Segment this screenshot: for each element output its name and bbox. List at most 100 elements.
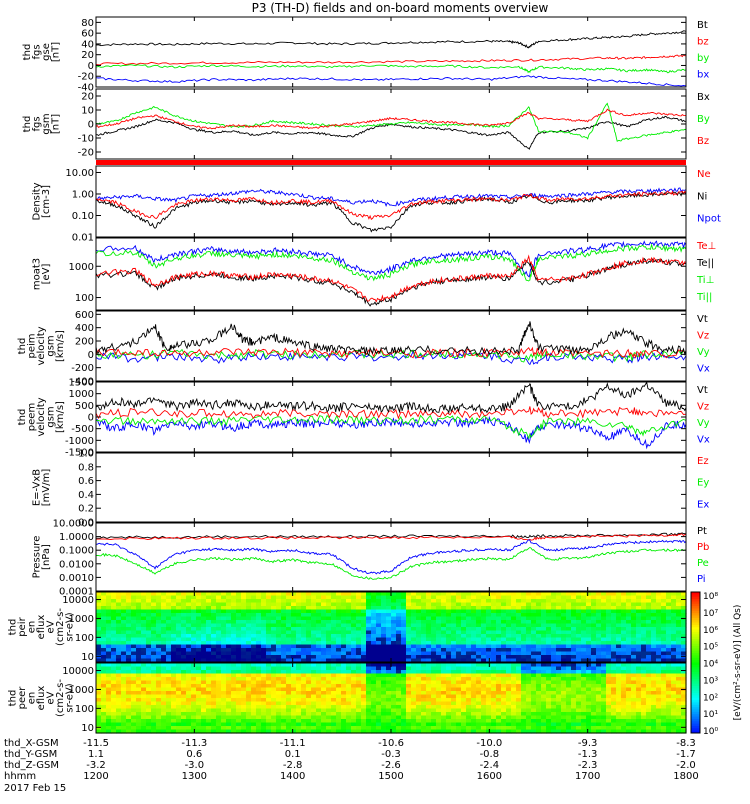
spectrogram-cell [171, 684, 177, 688]
spectrogram-cell [621, 610, 627, 614]
spectrogram-cell [576, 684, 582, 688]
spectrogram-cell [641, 652, 647, 656]
spectrogram-cell [651, 652, 657, 656]
spectrogram-cell [116, 610, 122, 614]
spectrogram-cell [226, 670, 232, 674]
spectrogram-cell [576, 638, 582, 642]
spectrogram-cell [101, 613, 107, 617]
spectrogram-cell [516, 613, 522, 617]
spectrogram-cell [291, 634, 297, 638]
spectrogram-cell [446, 723, 452, 727]
y-tick-label: 0.10 [72, 211, 94, 222]
spectrogram-cell [496, 648, 502, 652]
spectrogram-cell [576, 677, 582, 681]
spectrogram-cell [486, 726, 492, 730]
spectrogram-cell [251, 691, 257, 695]
spectrogram-cell [451, 681, 457, 685]
spectrogram-cell [201, 681, 207, 685]
spectrogram-cell [456, 670, 462, 674]
spectrogram-cell [161, 674, 167, 678]
spectrogram-cell [416, 723, 422, 727]
spectrogram-cell [141, 670, 147, 674]
spectrogram-cell [311, 702, 317, 706]
spectrogram-cell [206, 726, 212, 730]
spectrogram-cell [596, 663, 602, 667]
spectrogram-cell [496, 705, 502, 709]
spectrogram-cell [231, 655, 237, 659]
legend-label: Ni [697, 191, 707, 202]
spectrogram-cell [406, 723, 412, 727]
spectrogram-cell [396, 719, 402, 723]
spectrogram-cell [531, 655, 537, 659]
spectrogram-cell [206, 638, 212, 642]
spectrogram-cell [451, 670, 457, 674]
spectrogram-cell [676, 603, 682, 607]
spectrogram-cell [506, 624, 512, 628]
spectrogram-cell [231, 723, 237, 727]
spectrogram-cell [511, 624, 517, 628]
spectrogram-cell [406, 716, 412, 720]
spectrogram-cell [636, 719, 642, 723]
spectrogram-cell [551, 592, 557, 596]
spectrogram-cell [221, 674, 227, 678]
spectrogram-cell [246, 631, 252, 635]
spectrogram-cell [116, 617, 122, 621]
spectrogram-cell [661, 596, 667, 600]
spectrogram-cell [191, 624, 197, 628]
spectrogram-cell [391, 634, 397, 638]
spectrogram-cell [656, 681, 662, 685]
spectrogram-cell [561, 688, 567, 692]
spectrogram-cell [366, 603, 372, 607]
spectrogram-cell [386, 638, 392, 642]
spectrogram-cell [561, 627, 567, 631]
spectrogram-cell [226, 663, 232, 667]
spectrogram-cell [641, 592, 647, 596]
spectrogram-cell [391, 617, 397, 621]
spectrogram-cell [556, 663, 562, 667]
spectrogram-cell [566, 613, 572, 617]
spectrogram-cell [386, 681, 392, 685]
spectrogram-cell [436, 726, 442, 730]
spectrogram-cell [426, 645, 432, 649]
spectrogram-cell [106, 709, 112, 713]
spectrogram-cell [336, 691, 342, 695]
spectrogram-cell [511, 645, 517, 649]
spectrogram-cell [361, 726, 367, 730]
spectrogram-cell [476, 681, 482, 685]
spectrogram-cell [286, 719, 292, 723]
spectrogram-cell [546, 655, 552, 659]
spectrogram-cell [556, 670, 562, 674]
legend-label: Vy [697, 347, 710, 358]
spectrogram-cell [471, 726, 477, 730]
spectrogram-cell [636, 663, 642, 667]
spectrogram-cell [591, 674, 597, 678]
spectrogram-cell [651, 663, 657, 667]
spectrogram-cell [331, 631, 337, 635]
spectrogram-cell [146, 674, 152, 678]
spectrogram-cell [541, 648, 547, 652]
spectrogram-cell [321, 712, 327, 716]
spectrogram-cell [126, 645, 132, 649]
spectrogram-cell [561, 624, 567, 628]
spectrogram-cell [406, 603, 412, 607]
spectrogram-cell [346, 613, 352, 617]
spectrogram-cell [321, 606, 327, 610]
spectrogram-cell [146, 712, 152, 716]
spectrogram-cell [616, 726, 622, 730]
spectrogram-cell [351, 596, 357, 600]
spectrogram-cell [226, 603, 232, 607]
spectrogram-cell [96, 655, 102, 659]
spectrogram-cell [466, 599, 472, 603]
spectrogram-cell [556, 698, 562, 702]
spectrogram-cell [551, 705, 557, 709]
y-tick-label: -1000 [65, 436, 94, 447]
spectrogram-cell [651, 617, 657, 621]
spectrogram-cell [96, 716, 102, 720]
spectrogram-cell [466, 681, 472, 685]
spectrogram-cell [286, 705, 292, 709]
spectrogram-cell [436, 719, 442, 723]
spectrogram-cell [391, 670, 397, 674]
spectrogram-cell [506, 702, 512, 706]
spectrogram-cell [601, 603, 607, 607]
spectrogram-cell [166, 716, 172, 720]
